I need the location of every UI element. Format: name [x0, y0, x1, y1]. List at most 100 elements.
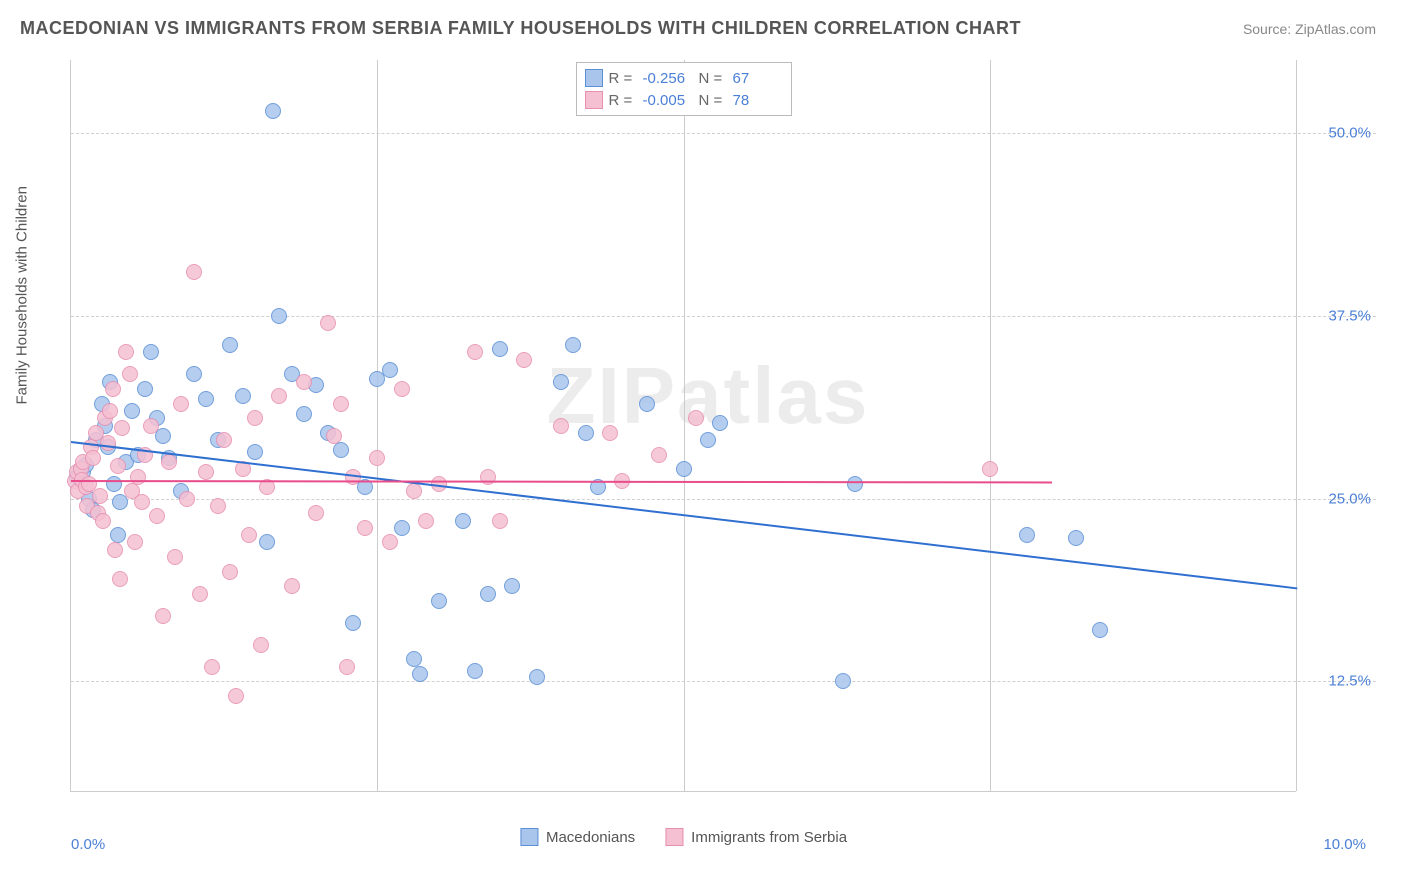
scatter-point [222, 337, 238, 353]
y-axis-label: Family Households with Children [14, 186, 31, 404]
scatter-point [602, 425, 618, 441]
scatter-point [357, 520, 373, 536]
scatter-point [186, 264, 202, 280]
scatter-point [143, 418, 159, 434]
scatter-point [394, 381, 410, 397]
legend-row: R = -0.005 N = 78 [585, 89, 783, 111]
scatter-point [712, 415, 728, 431]
scatter-point [529, 669, 545, 685]
legend-label: Macedonians [546, 829, 635, 846]
scatter-point [982, 461, 998, 477]
scatter-point [186, 366, 202, 382]
scatter-point [492, 341, 508, 357]
scatter-point [688, 410, 704, 426]
scatter-point [700, 432, 716, 448]
scatter-point [222, 564, 238, 580]
y-tick-label: 12.5% [1328, 673, 1371, 690]
y-tick-label: 37.5% [1328, 307, 1371, 324]
y-tick-label: 25.0% [1328, 490, 1371, 507]
r-value: -0.256 [643, 70, 693, 87]
legend-item: Macedonians [520, 828, 635, 846]
series-legend: Macedonians Immigrants from Serbia [520, 828, 847, 846]
scatter-point [130, 469, 146, 485]
r-label: R = [609, 70, 637, 87]
scatter-point [639, 396, 655, 412]
scatter-point [333, 442, 349, 458]
scatter-point [134, 494, 150, 510]
scatter-point [161, 454, 177, 470]
scatter-point [137, 381, 153, 397]
scatter-point [235, 388, 251, 404]
scatter-point [110, 527, 126, 543]
scatter-point [455, 513, 471, 529]
source-label: Source: ZipAtlas.com [1243, 21, 1376, 37]
scatter-point [210, 498, 226, 514]
scatter-point [578, 425, 594, 441]
gridline-vertical [990, 60, 991, 791]
scatter-point [106, 476, 122, 492]
gridline-horizontal [71, 133, 1376, 134]
legend-swatch [665, 828, 683, 846]
scatter-point [1068, 530, 1084, 546]
scatter-point [504, 578, 520, 594]
n-label: N = [699, 92, 727, 109]
scatter-point [412, 666, 428, 682]
scatter-point [553, 418, 569, 434]
gridline-horizontal [71, 499, 1376, 500]
scatter-point [406, 651, 422, 667]
chart-title: MACEDONIAN VS IMMIGRANTS FROM SERBIA FAM… [20, 18, 1021, 39]
scatter-point [114, 420, 130, 436]
scatter-point [296, 406, 312, 422]
scatter-point [167, 549, 183, 565]
correlation-legend: R = -0.256 N = 67 R = -0.005 N = 78 [576, 62, 792, 116]
r-label: R = [609, 92, 637, 109]
scatter-point [127, 534, 143, 550]
legend-swatch [585, 91, 603, 109]
n-value: 67 [733, 70, 783, 87]
scatter-point [431, 593, 447, 609]
scatter-point [467, 663, 483, 679]
scatter-point [271, 308, 287, 324]
scatter-point [247, 410, 263, 426]
r-value: -0.005 [643, 92, 693, 109]
legend-row: R = -0.256 N = 67 [585, 67, 783, 89]
scatter-point [1019, 527, 1035, 543]
scatter-point [480, 586, 496, 602]
scatter-point [1092, 622, 1108, 638]
scatter-point [122, 366, 138, 382]
scatter-point [95, 513, 111, 529]
scatter-point [320, 315, 336, 331]
scatter-point [333, 396, 349, 412]
scatter-point [155, 608, 171, 624]
chart-container: Family Households with Children ZIPatlas… [50, 60, 1376, 832]
scatter-point [382, 362, 398, 378]
n-label: N = [699, 70, 727, 87]
scatter-point [149, 508, 165, 524]
legend-label: Immigrants from Serbia [691, 829, 847, 846]
y-tick-label: 50.0% [1328, 125, 1371, 142]
scatter-point [296, 374, 312, 390]
scatter-point [85, 450, 101, 466]
scatter-point [173, 396, 189, 412]
gridline-horizontal [71, 681, 1376, 682]
n-value: 78 [733, 92, 783, 109]
scatter-point [216, 432, 232, 448]
scatter-point [192, 586, 208, 602]
plot-area: ZIPatlas R =-0.256N =67R =-0.005N =78 Ma… [70, 60, 1296, 792]
scatter-point [259, 534, 275, 550]
x-tick-max: 10.0% [1323, 836, 1366, 853]
scatter-point [105, 381, 121, 397]
scatter-point [204, 659, 220, 675]
trend-line [71, 480, 1052, 483]
scatter-point [467, 344, 483, 360]
scatter-point [179, 491, 195, 507]
scatter-point [553, 374, 569, 390]
scatter-point [107, 542, 123, 558]
scatter-point [382, 534, 398, 550]
gridline-vertical [377, 60, 378, 791]
scatter-point [394, 520, 410, 536]
scatter-point [516, 352, 532, 368]
scatter-point [651, 447, 667, 463]
scatter-point [406, 483, 422, 499]
scatter-point [676, 461, 692, 477]
